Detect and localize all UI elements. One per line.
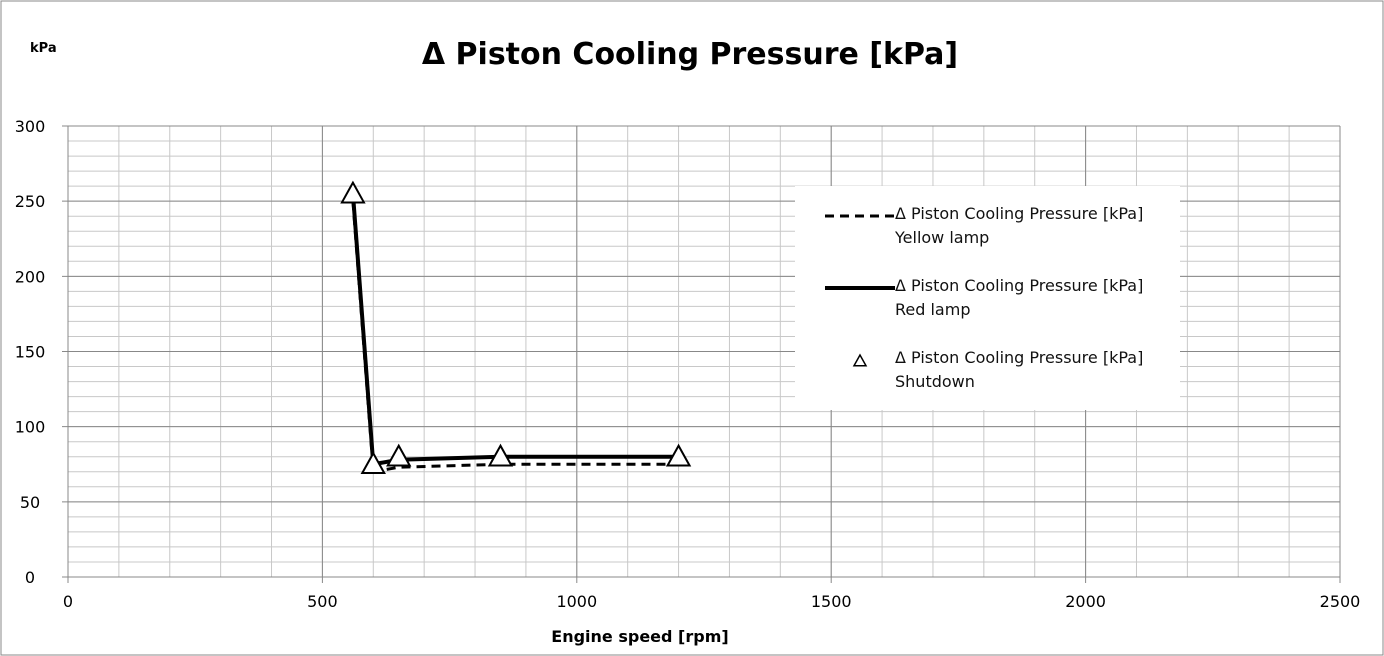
y-unit-label: kPa — [30, 41, 57, 56]
y-tick-label: 0 — [25, 568, 35, 587]
marker — [487, 443, 514, 467]
x-axis-label: Engine speed [rpm] — [551, 627, 728, 646]
x-tick-label: 2000 — [1065, 592, 1106, 611]
y-tick-label: 150 — [15, 343, 46, 362]
legend-label: Δ Piston Cooling Pressure [kPa] Red lamp — [895, 276, 1144, 319]
marker — [386, 443, 412, 467]
x-tick-label: 1000 — [556, 592, 597, 611]
x-tick-label: 0 — [63, 592, 73, 611]
x-tick-label: 500 — [307, 592, 338, 611]
marker — [665, 443, 692, 467]
y-tick-label: 300 — [15, 117, 46, 136]
legend-item: Δ Piston Cooling Pressure [kPa] Shutdown — [795, 344, 1180, 404]
legend-marker — [852, 353, 868, 367]
chart-title: Δ Piston Cooling Pressure [kPa] — [422, 37, 958, 72]
legend-label: Δ Piston Cooling Pressure [kPa] Shutdown — [895, 348, 1144, 391]
marker — [340, 180, 366, 204]
marker — [360, 451, 386, 475]
y-tick-label: 100 — [15, 418, 46, 437]
legend-symbol — [852, 353, 868, 367]
y-tick-label: 200 — [15, 267, 46, 286]
y-tick-label: 250 — [15, 192, 46, 211]
legend-symbol — [825, 286, 895, 290]
plot — [340, 180, 692, 475]
legend-item: Δ Piston Cooling Pressure [kPa] Red lamp — [795, 272, 1180, 332]
legend-item: Δ Piston Cooling Pressure [kPa] Yellow l… — [795, 200, 1180, 260]
x-tick-label: 2500 — [1320, 592, 1361, 611]
x-tick-label: 1500 — [811, 592, 852, 611]
legend-symbol — [825, 214, 895, 218]
legend: Δ Piston Cooling Pressure [kPa] Yellow l… — [795, 186, 1180, 410]
y-tick-label: 50 — [20, 493, 40, 512]
legend-label: Δ Piston Cooling Pressure [kPa] Yellow l… — [895, 204, 1144, 247]
